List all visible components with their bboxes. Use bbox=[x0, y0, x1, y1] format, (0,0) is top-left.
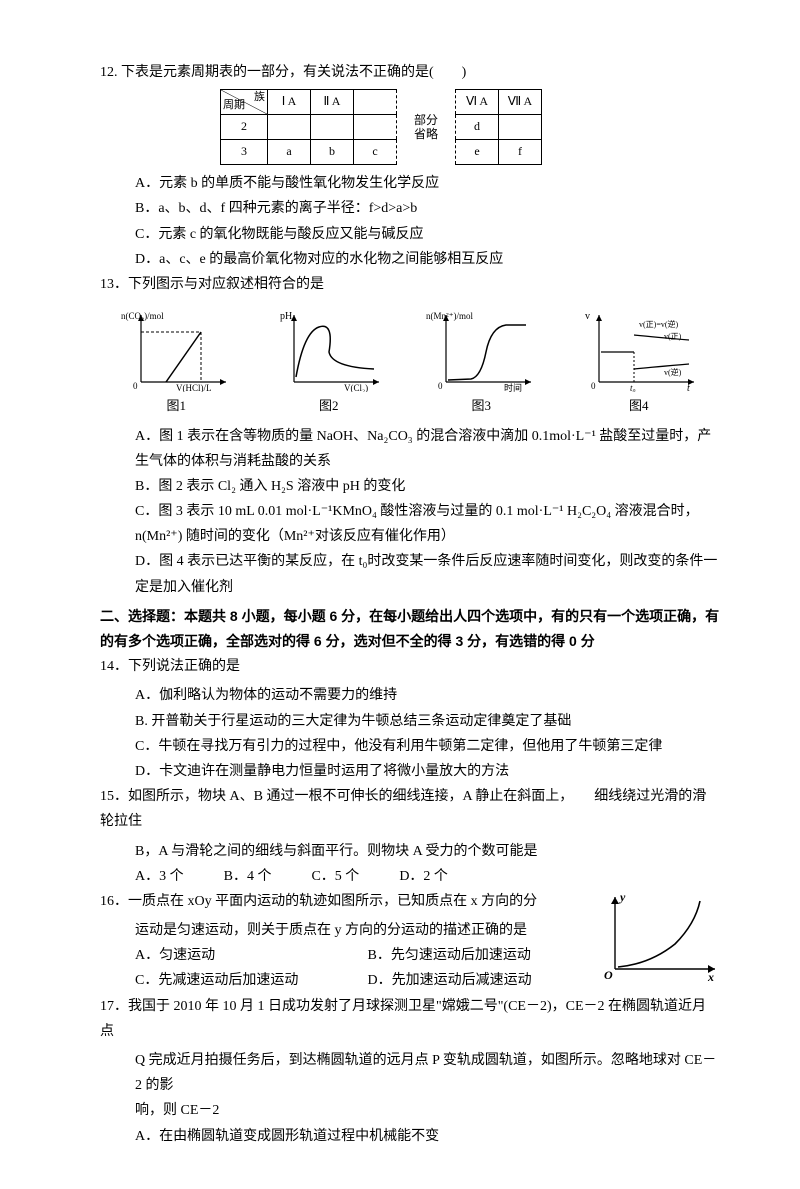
svg-text:n(CO₂)/mol: n(CO₂)/mol bbox=[121, 311, 164, 321]
q13-figures: n(CO₂)/mol V(HCl)/L 0 图1 pH V(Cl₂) 图2 n(… bbox=[100, 307, 720, 417]
svg-text:v(逆): v(逆) bbox=[664, 367, 682, 377]
q16-optD: D．先加速运动后减速运动 bbox=[368, 968, 601, 993]
svg-text:0: 0 bbox=[591, 381, 596, 391]
q12-optC: C．元素 c 的氧化物既能与酸反应又能与碱反应 bbox=[100, 222, 720, 247]
q14-optD: D．卡文迪许在测量静电力恒量时运用了将微小量放大的方法 bbox=[100, 759, 720, 784]
svg-text:v(正)=v(逆): v(正)=v(逆) bbox=[639, 319, 679, 329]
q17-stem2: Q 完成近月拍摄任务后，到达椭圆轨道的远月点 P 变轨成圆轨道，如图所示。忽略地… bbox=[100, 1048, 720, 1098]
svg-text:y: y bbox=[618, 890, 626, 904]
q13-optD: D．图 4 表示已达平衡的某反应，在 t₀时改变某一条件后反应速率随时间变化，则… bbox=[100, 549, 720, 599]
q16-optA: A．匀速运动 bbox=[135, 943, 368, 968]
q13-optC: C．图 3 表示 10 mL 0.01 mol·L⁻¹KMnO₄ 酸性溶液与过量… bbox=[100, 499, 720, 549]
q17-stem1: 17．我国于 2010 年 10 月 1 日成功发射了月球探测卫星"嫦娥二号"(… bbox=[100, 994, 720, 1044]
fig3: n(Mn²⁺)/mol 时间 0 图3 bbox=[426, 307, 536, 417]
q15-optA: A．3 个 bbox=[135, 864, 184, 889]
q14-stem: 14．下列说法正确的是 bbox=[100, 654, 720, 679]
q16-optC: C．先减速运动后加速运动 bbox=[135, 968, 368, 993]
q12-stem: 12. 下表是元素周期表的一部分，有关说法不正确的是( ) bbox=[100, 60, 720, 85]
q13-optB: B．图 2 表示 Cl₂ 通入 H₂S 溶液中 pH 的变化 bbox=[100, 474, 720, 499]
q16-stem2: 运动是匀速运动，则关于质点在 y 方向的分运动的描述正确的是 bbox=[100, 918, 600, 943]
svg-text:V(HCl)/L: V(HCl)/L bbox=[176, 383, 212, 392]
fig4: v t t₀ v(正)=v(逆) v(正) v(逆) 0 图4 bbox=[579, 307, 699, 417]
q15-stem2: B，A 与滑轮之间的细线与斜面平行。则物块 A 受力的个数可能是 bbox=[100, 839, 720, 864]
q14-optB: B. 开普勒关于行星运动的三大定律为牛顿总结三条运动定律奠定了基础 bbox=[100, 709, 720, 734]
fig1: n(CO₂)/mol V(HCl)/L 0 图1 bbox=[121, 307, 231, 417]
q12-optB: B．a、b、d、f 四种元素的离子半径：f>d>a>b bbox=[100, 196, 720, 221]
svg-text:时间: 时间 bbox=[504, 382, 522, 392]
q15-optB: B．4 个 bbox=[224, 864, 272, 889]
q14-optC: C．牛顿在寻找万有引力的过程中，他没有利用牛顿第二定律，但他用了牛顿第三定律 bbox=[100, 734, 720, 759]
fig2: pH V(Cl₂) 图2 bbox=[274, 307, 384, 417]
svg-text:0: 0 bbox=[438, 381, 443, 391]
svg-text:V(Cl₂): V(Cl₂) bbox=[344, 383, 368, 392]
svg-text:n(Mn²⁺)/mol: n(Mn²⁺)/mol bbox=[426, 311, 473, 321]
svg-text:v(正): v(正) bbox=[664, 332, 682, 341]
q13-stem: 13．下列图示与对应叙述相符合的是 bbox=[100, 272, 720, 297]
svg-text:t: t bbox=[687, 383, 690, 392]
q15-stem1: 15．如图所示，物块 A、B 通过一根不可伸长的细线连接，A 静止在斜面上， 细… bbox=[100, 784, 720, 834]
q12-optD: D．a、c、e 的最高价氧化物对应的水化物之间能够相互反应 bbox=[100, 247, 720, 272]
q13-optA: A．图 1 表示在含等物质的量 NaOH、Na₂CO₃ 的混合溶液中滴加 0.1… bbox=[100, 424, 720, 474]
svg-text:pH: pH bbox=[280, 311, 292, 322]
q15-optC: C．5 个 bbox=[311, 864, 359, 889]
section2-heading: 二、选择题：本题共 8 小题，每小题 6 分，在每小题给出人四个选项中，有的只有… bbox=[100, 604, 720, 654]
svg-text:O: O bbox=[604, 968, 613, 982]
svg-text:t₀: t₀ bbox=[630, 383, 636, 392]
q16-stem1: 16．一质点在 xOy 平面内运动的轨迹如图所示，已知质点在 x 方向的分 bbox=[100, 889, 600, 914]
periodic-table-fragment: 族周期 Ⅰ A Ⅱ A 部分省略 Ⅵ A Ⅶ A 2 d 3 a b c e f bbox=[220, 89, 542, 165]
q14-optA: A．伽利略认为物体的运动不需要力的维持 bbox=[100, 683, 720, 708]
q15-optD: D．2 个 bbox=[399, 864, 448, 889]
svg-text:0: 0 bbox=[133, 381, 138, 391]
svg-text:x: x bbox=[707, 970, 714, 984]
svg-text:v: v bbox=[585, 311, 590, 322]
q17-optA: A．在由椭圆轨道变成圆形轨道过程中机械能不变 bbox=[100, 1124, 720, 1149]
q16-graph: x y O bbox=[600, 889, 720, 984]
q12-optA: A．元素 b 的单质不能与酸性氧化物发生化学反应 bbox=[100, 171, 720, 196]
q17-stem3: 响，则 CE－2 bbox=[100, 1098, 720, 1123]
q16-optB: B．先匀速运动后加速运动 bbox=[368, 943, 601, 968]
